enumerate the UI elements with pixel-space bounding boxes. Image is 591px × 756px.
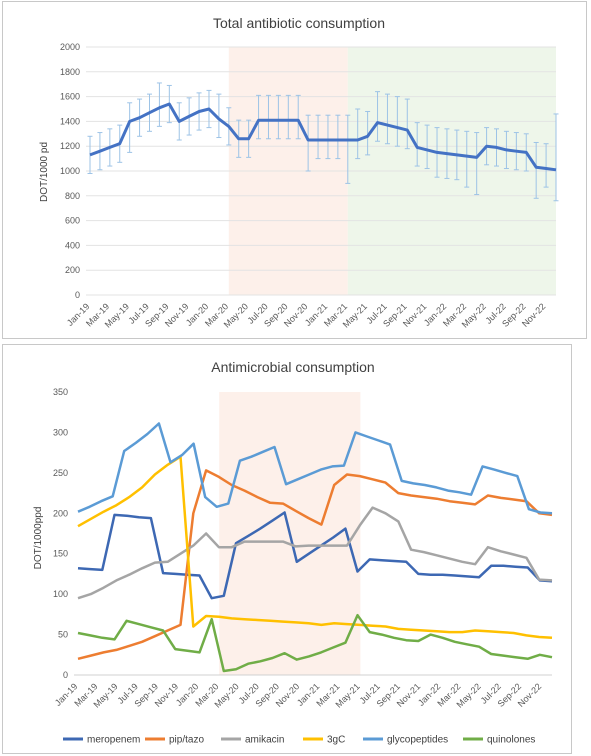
y-tick-label: 300 [53,427,68,437]
y-tick-label: 1200 [60,141,80,151]
legend-label: pip/tazo [169,735,204,746]
legend-label: amikacin [245,735,284,746]
series-line-3gc [77,455,553,640]
y-tick-label: 0 [63,670,68,680]
antimicrobial-chart-panel: 0 50 100 150 200 250 300 350 Jan-19 Mar-19 May-19… [2,344,572,754]
y-tick-label: 0 [75,290,80,300]
y-tick-label: 200 [65,265,80,275]
series-line-glycopeptides [77,422,553,515]
y-tick-label: 1600 [60,92,80,102]
y-tick-label: 200 [53,508,68,518]
y-tick-label: 250 [53,468,68,478]
series-line-pip-tazo [77,469,553,661]
series-line-meropenem [77,511,553,600]
series-line-total [89,102,557,172]
y-tick-label: 400 [65,240,80,250]
legend-label: glycopeptides [387,735,448,746]
legend-label: meropenem [87,735,140,746]
y-tick-label: 150 [53,549,68,559]
y-tick-label: 50 [58,630,68,640]
legend-label: quinolones [487,735,535,746]
legend-label: 3gC [327,735,345,746]
y-tick-label: 600 [65,216,80,226]
y-tick-label: 2000 [60,42,80,52]
y-tick-label: 800 [65,191,80,201]
y-tick-label: 1800 [60,67,80,77]
y-tick-label: 350 [53,387,68,397]
chart-title: Total antibiotic consumption [213,15,385,31]
y-tick-label: 1000 [60,166,80,176]
chart-title: Antimicrobial consumption [211,359,374,375]
y-tick-label: 1400 [60,116,80,126]
series-line-quinolones [77,613,553,673]
series-line-amikacin [77,506,553,600]
y-axis-title: DOT/1000ppd [33,507,44,570]
y-axis-title: DOT/1000 pd [39,142,50,202]
y-tick-label: 100 [53,589,68,599]
total-antibiotic-chart-panel: 0 200 400 600 800 1000 1200 1400 1600 1800 2000 Ja… [2,1,587,339]
